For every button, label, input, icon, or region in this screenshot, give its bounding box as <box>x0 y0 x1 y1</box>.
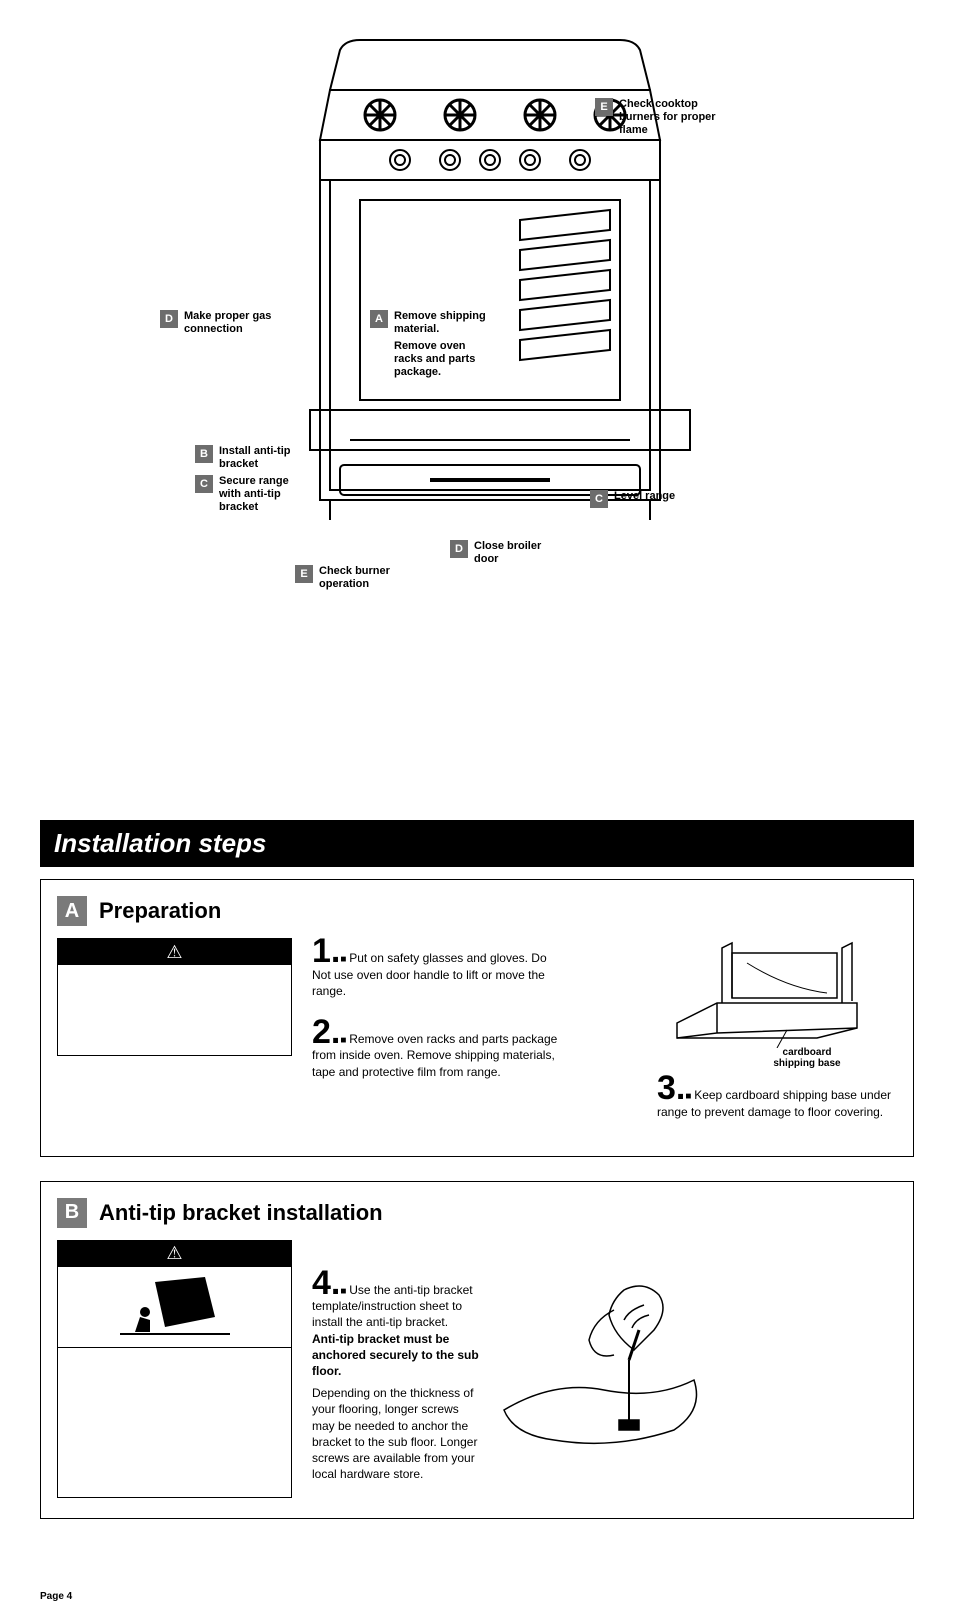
callout-text: Close broiler door <box>474 540 554 566</box>
tag-c: C <box>590 490 608 508</box>
step-num: 3. <box>657 1069 685 1107</box>
callout-c-right: C Level range <box>590 490 675 508</box>
step-para: Depending on the thickness of your floor… <box>312 1385 482 1482</box>
panel-preparation: A Preparation ⚠ 1.■ Put on safety glasse… <box>40 879 914 1157</box>
callout-text: Level range <box>614 490 675 503</box>
tag-e: E <box>595 98 613 116</box>
step-4: 4.■ Use the anti-tip bracket template/in… <box>312 1270 482 1483</box>
tag-d: D <box>450 540 468 558</box>
step-num: 1. <box>312 932 340 970</box>
tag-b: B <box>195 445 213 463</box>
panel-title: Anti-tip bracket installation <box>99 1200 383 1226</box>
section-title: Installation steps <box>40 820 914 867</box>
tag-e: E <box>295 565 313 583</box>
callout-b-left: B Install anti-tip bracket <box>195 445 299 471</box>
tag-a: A <box>370 310 388 328</box>
callout-text: Install anti-tip bracket <box>219 445 299 471</box>
callout-text: Check burner operation <box>319 565 409 591</box>
step-num: 2. <box>312 1013 340 1051</box>
illus-label: cardboard <box>783 1047 832 1058</box>
warning-box-a: ⚠ <box>57 938 292 1056</box>
step-num: 4. <box>312 1264 340 1302</box>
callout-c-left: C Secure range with anti-tip bracket <box>195 475 309 515</box>
panel-tag-b: B <box>57 1198 87 1228</box>
callout-e-top: E Check cooktop burners for proper flame <box>595 98 739 138</box>
step-2: 2.■ Remove oven racks and parts package … <box>312 1019 562 1080</box>
callout-text: Make proper gas connection <box>184 310 274 336</box>
shipping-base-illustration: cardboard shipping base 3.■ Keep cardboa… <box>657 938 897 1140</box>
panel-antitip: B Anti-tip bracket installation ⚠ <box>40 1181 914 1520</box>
page-number: Page 4 <box>40 1591 72 1602</box>
panel-tag-a: A <box>57 896 87 926</box>
warning-icon: ⚠ <box>166 942 182 963</box>
illus-label: shipping base <box>773 1058 840 1069</box>
step-3: 3.■ Keep cardboard shipping base under r… <box>657 1075 897 1120</box>
panel-title: Preparation <box>99 898 221 924</box>
callout-text: Secure range with anti-tip bracket <box>219 475 309 515</box>
callout-a-mid2: Remove oven racks and parts package. <box>394 340 494 380</box>
screwdriver-illustration <box>494 1260 714 1460</box>
callout-text: Remove shipping material. <box>394 310 494 336</box>
callout-d-left: D Make proper gas connection <box>160 310 274 336</box>
tag-d: D <box>160 310 178 328</box>
callout-a-mid: A Remove shipping material. <box>370 310 494 336</box>
callout-d-bot: D Close broiler door <box>450 540 554 566</box>
callout-text: Check cooktop burners for proper flame <box>619 98 739 138</box>
range-diagram: E Check cooktop burners for proper flame… <box>40 20 914 670</box>
step-1: 1.■ Put on safety glasses and gloves. Do… <box>312 938 562 999</box>
warning-icon: ⚠ <box>166 1243 182 1264</box>
step-text: Remove oven racks and parts package from… <box>312 1032 557 1079</box>
callout-e-bot: E Check burner operation <box>295 565 409 591</box>
warning-box-b: ⚠ <box>57 1240 292 1498</box>
step-bold: Anti-tip bracket must be anchored secure… <box>312 1332 479 1378</box>
tip-over-icon <box>115 1272 235 1342</box>
tag-c: C <box>195 475 213 493</box>
callout-text: Remove oven racks and parts package. <box>394 340 494 380</box>
